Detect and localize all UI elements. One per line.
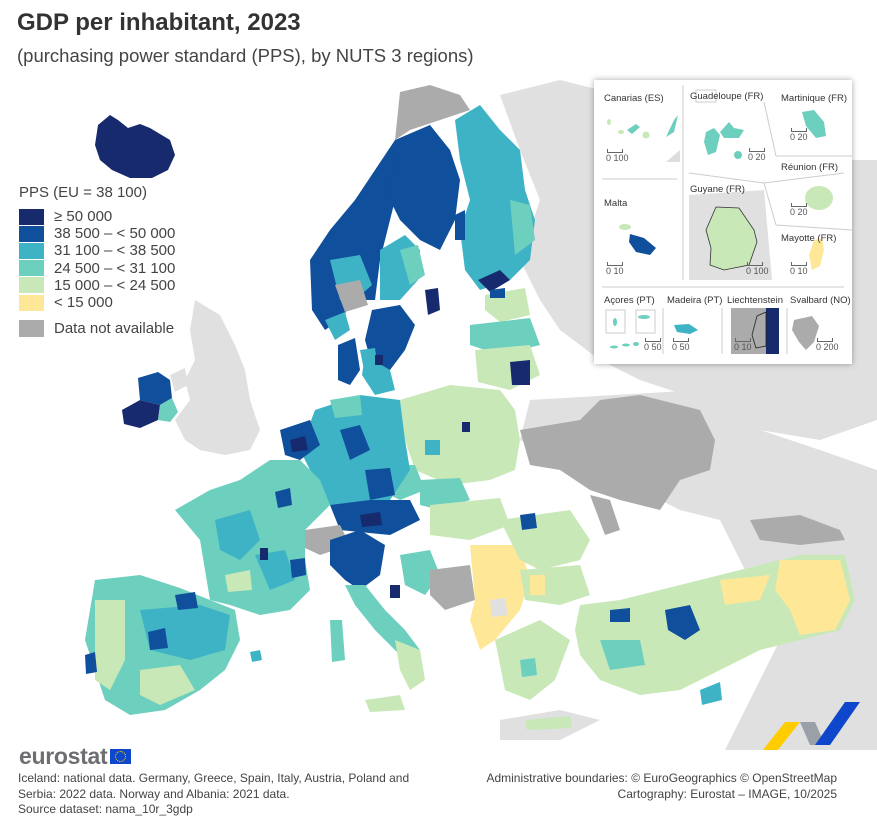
scale-bar-reunion: 0 20: [790, 203, 808, 217]
inset-label-martinique: Martinique (FR): [781, 93, 847, 104]
scale-bar-malta: 0 10: [606, 262, 624, 276]
region-baltics: [470, 288, 540, 390]
inset-label-acores: Açores (PT): [604, 295, 655, 306]
decorative-chevron-graphic: [762, 702, 860, 750]
legend-item: 31 100 – < 38 500: [19, 242, 175, 259]
inset-panel-outermost-regions: Canarias (ES) Guadeloupe (FR) Martinique…: [594, 80, 852, 364]
region-ireland: [122, 372, 178, 428]
inset-label-liechtenstein: Liechtenstein: [727, 295, 783, 306]
region-italy: [330, 530, 425, 712]
credits: Administrative boundaries: © EuroGeograp…: [486, 771, 837, 802]
inset-label-malta: Malta: [604, 198, 628, 209]
inset-label-reunion: Réunion (FR): [781, 162, 839, 173]
legend-label: Data not available: [54, 320, 175, 338]
inset-label-guadeloupe: Guadeloupe (FR): [690, 91, 764, 102]
legend-item: ≥ 50 000: [19, 208, 175, 225]
legend-item: < 15 000: [19, 294, 175, 311]
inset-liechtenstein-shapes: [731, 308, 779, 354]
legend-swatch: [19, 277, 44, 294]
map-legend: PPS (EU = 38 100) ≥ 50 000 38 500 – < 50…: [19, 184, 175, 338]
region-denmark: [338, 338, 383, 385]
inset-guadeloupe-shapes: [695, 89, 744, 159]
legend-item: 38 500 – < 50 000: [19, 225, 175, 242]
legend-label: ≥ 50 000: [54, 208, 113, 226]
region-norway: [310, 85, 470, 340]
inset-label-svalbard: Svalbard (NO): [790, 295, 851, 306]
legend-swatch: [19, 320, 44, 338]
legend-swatch: [19, 208, 44, 225]
scale-bar-mayotte: 0 10: [790, 262, 808, 276]
inset-canarias-shapes: [607, 115, 680, 162]
region-turkey: [575, 555, 855, 705]
inset-label-madeira: Madeira (PT): [667, 295, 723, 306]
inset-guyane-shapes: [689, 190, 772, 280]
inset-dividers: [602, 85, 852, 354]
scale-bar-guadeloupe: 0 20: [748, 148, 766, 162]
inset-malta-shapes: [619, 224, 656, 255]
eu-flag-icon: [110, 749, 132, 764]
region-germany-benelux: [280, 395, 420, 535]
inset-svalbard-shape: [792, 316, 819, 350]
inset-martinique-shape: [802, 110, 826, 138]
scale-bar-madeira: 0 50: [672, 338, 690, 352]
inset-label-canarias: Canarias (ES): [604, 93, 664, 104]
legend-item-not-available: Data not available: [19, 320, 175, 338]
scale-bar-martinique: 0 20: [790, 128, 808, 142]
region-iceland: [95, 115, 175, 178]
footnote-line: Iceland: national data. Germany, Greece,…: [18, 771, 410, 785]
footnote: Iceland: national data. Germany, Greece,…: [18, 771, 409, 818]
inset-reunion-shape: [805, 186, 833, 210]
scale-bar-liechtenstein: 0 10: [734, 338, 752, 352]
inset-madeira-shape: [674, 324, 698, 334]
scale-bar-acores: 0 50: [644, 338, 662, 352]
legend-item: 24 500 – < 31 100: [19, 260, 175, 277]
cartography-credit: Cartography: Eurostat – IMAGE, 10/2025: [617, 786, 837, 801]
region-finland: [455, 105, 535, 292]
inset-mayotte-shape: [809, 238, 824, 270]
region-balkans: [400, 510, 590, 730]
legend-label: 24 500 – < 31 100: [54, 259, 176, 277]
region-data-not-available-east: [520, 395, 845, 545]
legend-swatch: [19, 242, 44, 259]
eurostat-logo: eurostat: [19, 743, 132, 770]
map-subtitle: (purchasing power standard (PPS), by NUT…: [17, 45, 474, 66]
inset-acores-shapes: [605, 309, 656, 349]
legend-swatch: [19, 260, 44, 277]
legend-label: 31 100 – < 38 500: [54, 242, 176, 260]
scale-bar-guyane: 0 100: [746, 262, 769, 276]
legend-swatch: [19, 225, 44, 242]
legend-label: 38 500 – < 50 000: [54, 225, 176, 243]
scale-bar-canarias: 0 100: [606, 149, 629, 163]
footnote-line: Serbia: 2022 data. Norway and Albania: 2…: [18, 786, 290, 801]
map-title: GDP per inhabitant, 2023: [17, 9, 301, 36]
region-france: [175, 460, 330, 615]
inset-label-mayotte: Mayotte (FR): [781, 233, 837, 244]
source-dataset-note: Source dataset: nama_10r_3gdp: [18, 802, 193, 816]
legend-item: 15 000 – < 24 500: [19, 277, 175, 294]
inset-label-guyane: Guyane (FR): [690, 184, 745, 195]
legend-swatch: [19, 294, 44, 311]
boundaries-credit: Administrative boundaries: © EuroGeograp…: [486, 771, 837, 785]
legend-title: PPS (EU = 38 100): [19, 184, 147, 201]
region-iberia: [85, 575, 262, 715]
legend-label: 15 000 – < 24 500: [54, 276, 176, 294]
eurostat-wordmark: eurostat: [19, 743, 108, 769]
scale-bar-svalbard: 0 200: [816, 338, 839, 352]
legend-label: < 15 000: [54, 294, 113, 312]
